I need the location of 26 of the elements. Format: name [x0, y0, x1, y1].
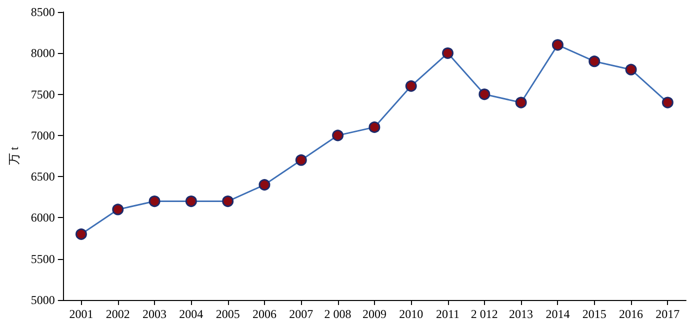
x-tick-label: 2015	[582, 307, 606, 321]
y-tick-label: 5000	[30, 293, 55, 307]
y-tick-label: 7000	[30, 128, 55, 142]
y-tick-label: 8000	[30, 46, 55, 60]
y-tick-label: 8500	[30, 5, 55, 19]
y-tick-label: 6000	[30, 210, 55, 225]
y-axis-title: 万 t	[7, 146, 21, 166]
x-tick-label: 2006	[252, 307, 276, 321]
y-tick-label: 5500	[30, 252, 55, 266]
x-tick-label: 2003	[142, 307, 167, 321]
x-tick-label: 2017	[656, 307, 680, 321]
x-tick-label: 2004	[179, 307, 204, 321]
y-tick-label: 7500	[30, 87, 55, 102]
x-tick-label: 2002	[106, 307, 130, 321]
x-tick-label: 2011	[436, 307, 460, 321]
x-tick-label: 2016	[619, 307, 644, 321]
x-tick-label: 2014	[546, 307, 570, 321]
x-tick-label: 2009	[362, 307, 386, 321]
x-tick-label: 2013	[509, 307, 534, 321]
x-tick-label: 2010	[399, 307, 424, 321]
x-tick-label: 2 008	[324, 307, 352, 321]
x-tick-label: 2 012	[470, 307, 498, 321]
x-tick-label: 2007	[289, 307, 314, 321]
x-tick-label: 2001	[69, 307, 94, 321]
x-tick-label: 2005	[216, 307, 240, 321]
y-tick-label: 6500	[30, 170, 55, 184]
